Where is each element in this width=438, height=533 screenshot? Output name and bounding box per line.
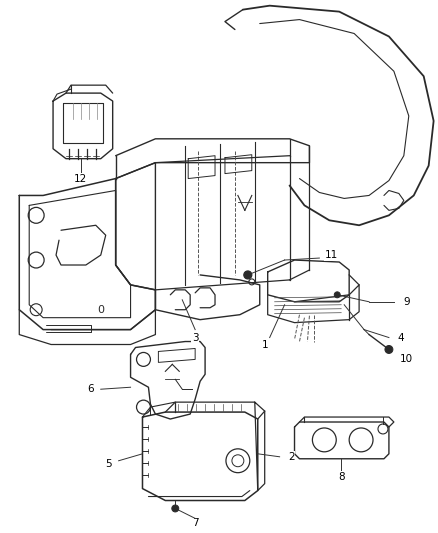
Text: 5: 5 xyxy=(106,459,112,469)
Circle shape xyxy=(334,292,340,298)
Text: 1: 1 xyxy=(261,341,268,351)
Circle shape xyxy=(385,345,393,353)
Text: 12: 12 xyxy=(74,174,88,183)
Text: 8: 8 xyxy=(338,472,345,482)
Text: 6: 6 xyxy=(88,384,94,394)
Text: 3: 3 xyxy=(192,333,198,343)
Text: 9: 9 xyxy=(403,297,410,307)
Circle shape xyxy=(172,505,179,512)
Text: 4: 4 xyxy=(398,333,404,343)
Text: 11: 11 xyxy=(325,250,338,260)
Circle shape xyxy=(244,271,251,278)
Text: 2: 2 xyxy=(288,452,295,462)
Text: 0: 0 xyxy=(97,305,104,314)
Text: 10: 10 xyxy=(400,354,413,365)
Text: 7: 7 xyxy=(192,519,198,528)
